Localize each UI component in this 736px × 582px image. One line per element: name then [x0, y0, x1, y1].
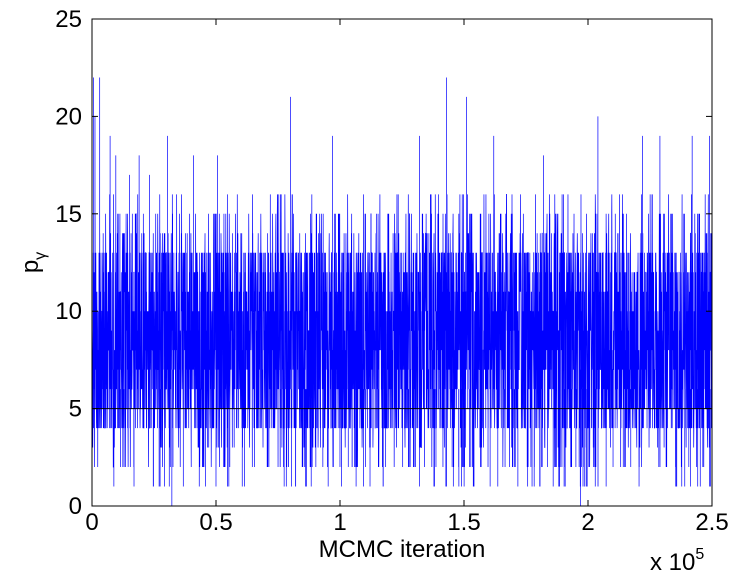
y-tick-label: 5 — [69, 396, 82, 423]
x-tick-label: 2 — [581, 509, 594, 536]
x-axis-multiplier: x 105 — [650, 546, 704, 576]
x-tick-label: 1.5 — [447, 509, 480, 536]
y-tick-label: 15 — [55, 201, 82, 228]
trace-series — [91, 77, 713, 506]
trace-line — [91, 77, 713, 506]
plot-frame — [91, 18, 713, 507]
x-axis-label: MCMC iteration — [319, 536, 486, 563]
x-tick-label: 0.5 — [199, 509, 232, 536]
y-tick-label: 25 — [55, 6, 82, 33]
x-tick-label: 2.5 — [695, 509, 728, 536]
y-axis-label-subscript: γ — [32, 252, 49, 260]
x-tick-label: 1 — [333, 509, 346, 536]
x-tick-label: 0 — [85, 509, 98, 536]
y-tick-label: 0 — [69, 493, 82, 520]
x-axis-multiplier-exponent: 5 — [695, 546, 704, 563]
y-tick-label: 10 — [55, 298, 82, 325]
y-tick-label: 20 — [55, 103, 82, 130]
axis-labels: MCMC iteration pγ x 105 — [17, 252, 704, 576]
y-axis-label: pγ — [17, 252, 49, 273]
y-axis-label-main: p — [17, 260, 44, 273]
x-axis-multiplier-base: x 10 — [650, 549, 695, 576]
axis-ticks: 0 0.5 1 1.5 2 2.5 0 5 10 15 20 25 — [55, 6, 728, 536]
